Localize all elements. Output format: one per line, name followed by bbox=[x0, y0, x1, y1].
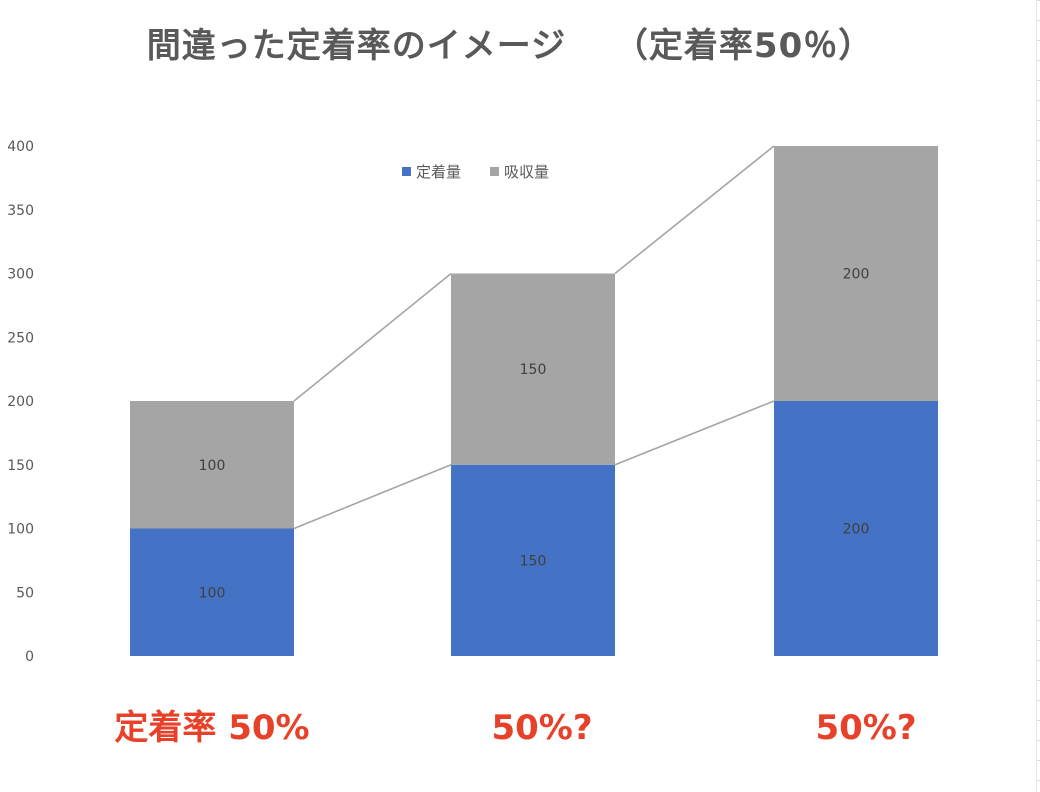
data-label: 150 bbox=[520, 362, 547, 378]
legend-label: 吸収量 bbox=[504, 163, 549, 181]
data-labels: 100 100 150 150 200 200 bbox=[199, 267, 870, 602]
y-tick-label: 150 bbox=[7, 458, 34, 474]
chart-title: 間違った定着率のイメージ （定着率50％） bbox=[146, 26, 874, 66]
legend-swatch bbox=[402, 167, 411, 176]
category-label: 50%? bbox=[491, 708, 592, 748]
y-tick-label: 300 bbox=[7, 267, 34, 283]
series-lines bbox=[293, 145, 775, 530]
legend-label: 定着量 bbox=[416, 163, 461, 181]
bars bbox=[130, 146, 938, 656]
series-line bbox=[293, 272, 452, 402]
bar-segment bbox=[130, 401, 294, 529]
y-tick-label: 100 bbox=[7, 522, 34, 538]
bar-segment bbox=[774, 146, 938, 401]
data-label: 150 bbox=[520, 553, 547, 569]
data-label: 100 bbox=[199, 585, 226, 601]
category-label: 50%? bbox=[815, 708, 916, 748]
bar-segment bbox=[451, 464, 615, 656]
sheet-edge bbox=[1036, 0, 1040, 792]
data-label: 100 bbox=[199, 458, 226, 474]
legend: 定着量 吸収量 bbox=[402, 163, 549, 181]
y-tick-label: 200 bbox=[7, 394, 34, 410]
series-line bbox=[614, 400, 775, 466]
category-labels: 定着率 50% 50%? 50%? bbox=[114, 708, 916, 748]
series-line bbox=[614, 145, 775, 275]
category-label: 定着率 50% bbox=[114, 708, 309, 748]
y-tick-label: 350 bbox=[7, 203, 34, 219]
y-tick-label: 50 bbox=[16, 585, 34, 601]
y-tick-label: 250 bbox=[7, 330, 34, 346]
y-tick-label: 0 bbox=[25, 649, 34, 665]
data-label: 200 bbox=[843, 522, 870, 538]
y-axis: 0 50 100 150 200 250 300 350 400 bbox=[7, 139, 34, 665]
bar-segment bbox=[130, 528, 294, 656]
bar-segment bbox=[451, 273, 615, 465]
y-tick-label: 400 bbox=[7, 139, 34, 155]
series-line bbox=[293, 464, 452, 530]
data-label: 200 bbox=[843, 267, 870, 283]
legend-swatch bbox=[490, 167, 499, 176]
bar-segment bbox=[774, 401, 938, 656]
